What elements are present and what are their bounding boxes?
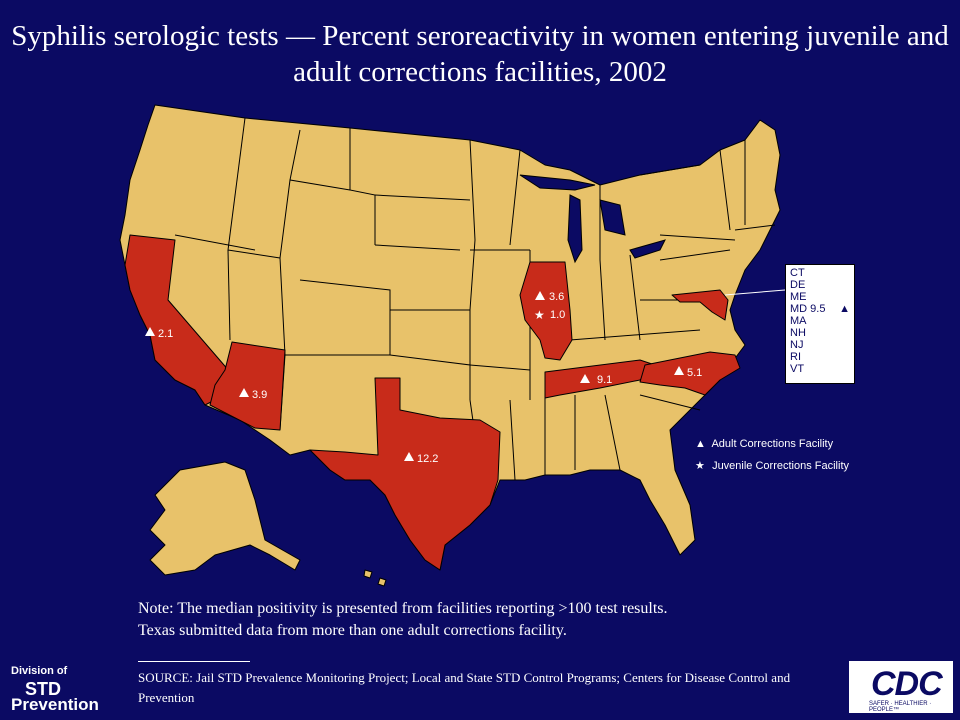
page-title: Syphilis serologic tests — Percent seror… — [11, 20, 949, 88]
state-arizona — [209, 341, 286, 431]
marker-nc-adult — [674, 366, 684, 375]
source-text: SOURCE: Jail STD Prevalence Monitoring P… — [138, 670, 791, 705]
state-tennessee — [544, 359, 656, 399]
small-state-row: NH — [790, 327, 806, 339]
label-az: 3.9 — [252, 389, 267, 401]
cdc-logo: CDC SAFER · HEALTHIER · PEOPLE™ — [848, 660, 954, 714]
state-illinois — [519, 261, 573, 361]
small-state-row: ME — [790, 291, 807, 303]
small-state-row-md: MD 9.5 ▲ — [790, 303, 850, 315]
lake-erie — [629, 239, 666, 259]
marker-tn-adult — [580, 374, 590, 383]
state-north-carolina — [639, 351, 741, 396]
state-california — [124, 234, 231, 406]
hawaii-2 — [377, 577, 387, 587]
small-states-box: CT DE ME MD 9.5 ▲ MA NH NJ RI VT — [785, 264, 855, 384]
small-state-row: RI — [790, 351, 801, 363]
small-state-row: MA — [790, 315, 807, 327]
triangle-icon: ▲ — [839, 303, 850, 315]
star-icon: ★ — [695, 460, 705, 472]
small-state-row: DE — [790, 279, 806, 291]
legend-adult: ▲ Adult Corrections Facility — [695, 438, 834, 450]
lake-huron — [599, 199, 626, 236]
note: Note: The median positivity is presented… — [138, 600, 668, 639]
legend-juvenile: ★ Juvenile Corrections Facility — [695, 460, 849, 472]
marker-ca-adult — [145, 327, 155, 336]
small-state-row: NJ — [790, 339, 804, 351]
alaska — [149, 461, 301, 576]
marker-tx-adult — [404, 452, 414, 461]
lake-superior — [519, 174, 596, 191]
marker-il-adult — [535, 291, 545, 300]
marker-az-adult — [239, 388, 249, 397]
label-nc: 5.1 — [687, 367, 702, 379]
label-il-adult: 3.6 — [549, 291, 564, 303]
label-tx: 12.2 — [417, 453, 438, 465]
small-state-row: CT — [790, 267, 805, 279]
small-state-row: VT — [790, 363, 805, 375]
divider — [138, 661, 250, 662]
lake-michigan — [567, 194, 583, 264]
triangle-icon: ▲ — [695, 438, 706, 450]
marker-il-juvenile: ★ — [534, 308, 545, 322]
state-maryland — [671, 289, 729, 321]
state-texas — [309, 377, 501, 571]
label-tn: 9.1 — [597, 374, 612, 386]
hawaii — [363, 569, 373, 579]
label-il-juv: 1.0 — [550, 309, 565, 321]
label-ca: 2.1 — [158, 328, 173, 340]
std-division-logo: Division of STD Prevention — [5, 660, 111, 714]
